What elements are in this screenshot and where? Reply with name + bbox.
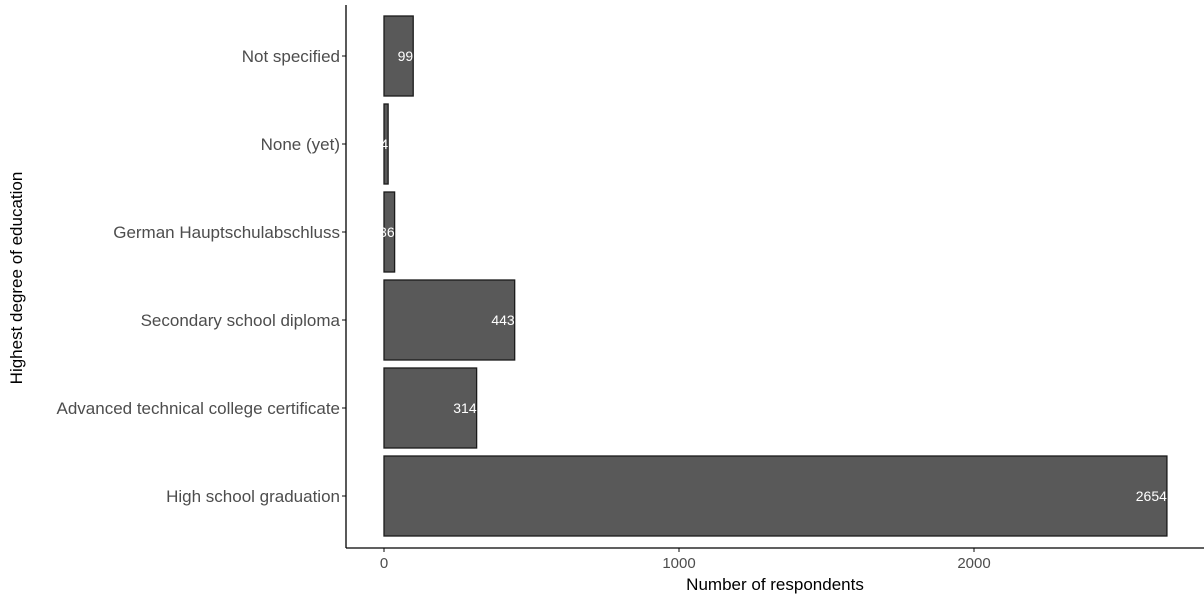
x-tick-label-2000: 2000 — [957, 555, 990, 572]
bar-none-yet — [383, 103, 389, 185]
category-label-german-hauptschulabschluss: German Hauptschulabschluss — [113, 223, 340, 242]
bar-high-school-graduation — [383, 455, 1168, 537]
bar-advanced-technical-college-certificate — [383, 367, 478, 449]
bar-not-specified — [383, 15, 414, 97]
bar-labels-layer: 2654 314 443 36 14 99 — [373, 48, 1168, 504]
category-labels-layer: High school graduation Advanced technical… — [57, 47, 341, 506]
bars-layer — [383, 15, 1168, 537]
bar-value-label-high-school-graduation: 2654 — [1136, 488, 1167, 504]
ticks-layer: 0 1000 2000 — [342, 55, 991, 572]
bar-value-label-german-hauptschulabschluss: 36 — [379, 224, 395, 240]
x-tick-label-1000: 1000 — [662, 555, 695, 572]
y-axis-title: Highest degree of education — [7, 172, 26, 385]
x-axis-title: Number of respondents — [686, 575, 864, 594]
bar-value-label-advanced-technical-college-certificate: 314 — [453, 400, 477, 416]
category-label-secondary-school-diploma: Secondary school diploma — [141, 311, 341, 330]
bar-german-hauptschulabschluss — [383, 191, 396, 273]
category-label-not-specified: Not specified — [242, 47, 340, 66]
bar-value-label-none-yet: 14 — [373, 136, 389, 152]
category-label-high-school-graduation: High school graduation — [166, 487, 340, 506]
category-label-advanced-technical-college-certificate: Advanced technical college certificate — [57, 399, 341, 418]
x-tick-label-0: 0 — [380, 555, 388, 572]
bar-secondary-school-diploma — [383, 279, 516, 361]
category-label-none-yet: None (yet) — [261, 135, 340, 154]
bar-value-label-secondary-school-diploma: 443 — [491, 312, 515, 328]
bar-value-label-not-specified: 99 — [398, 48, 414, 64]
